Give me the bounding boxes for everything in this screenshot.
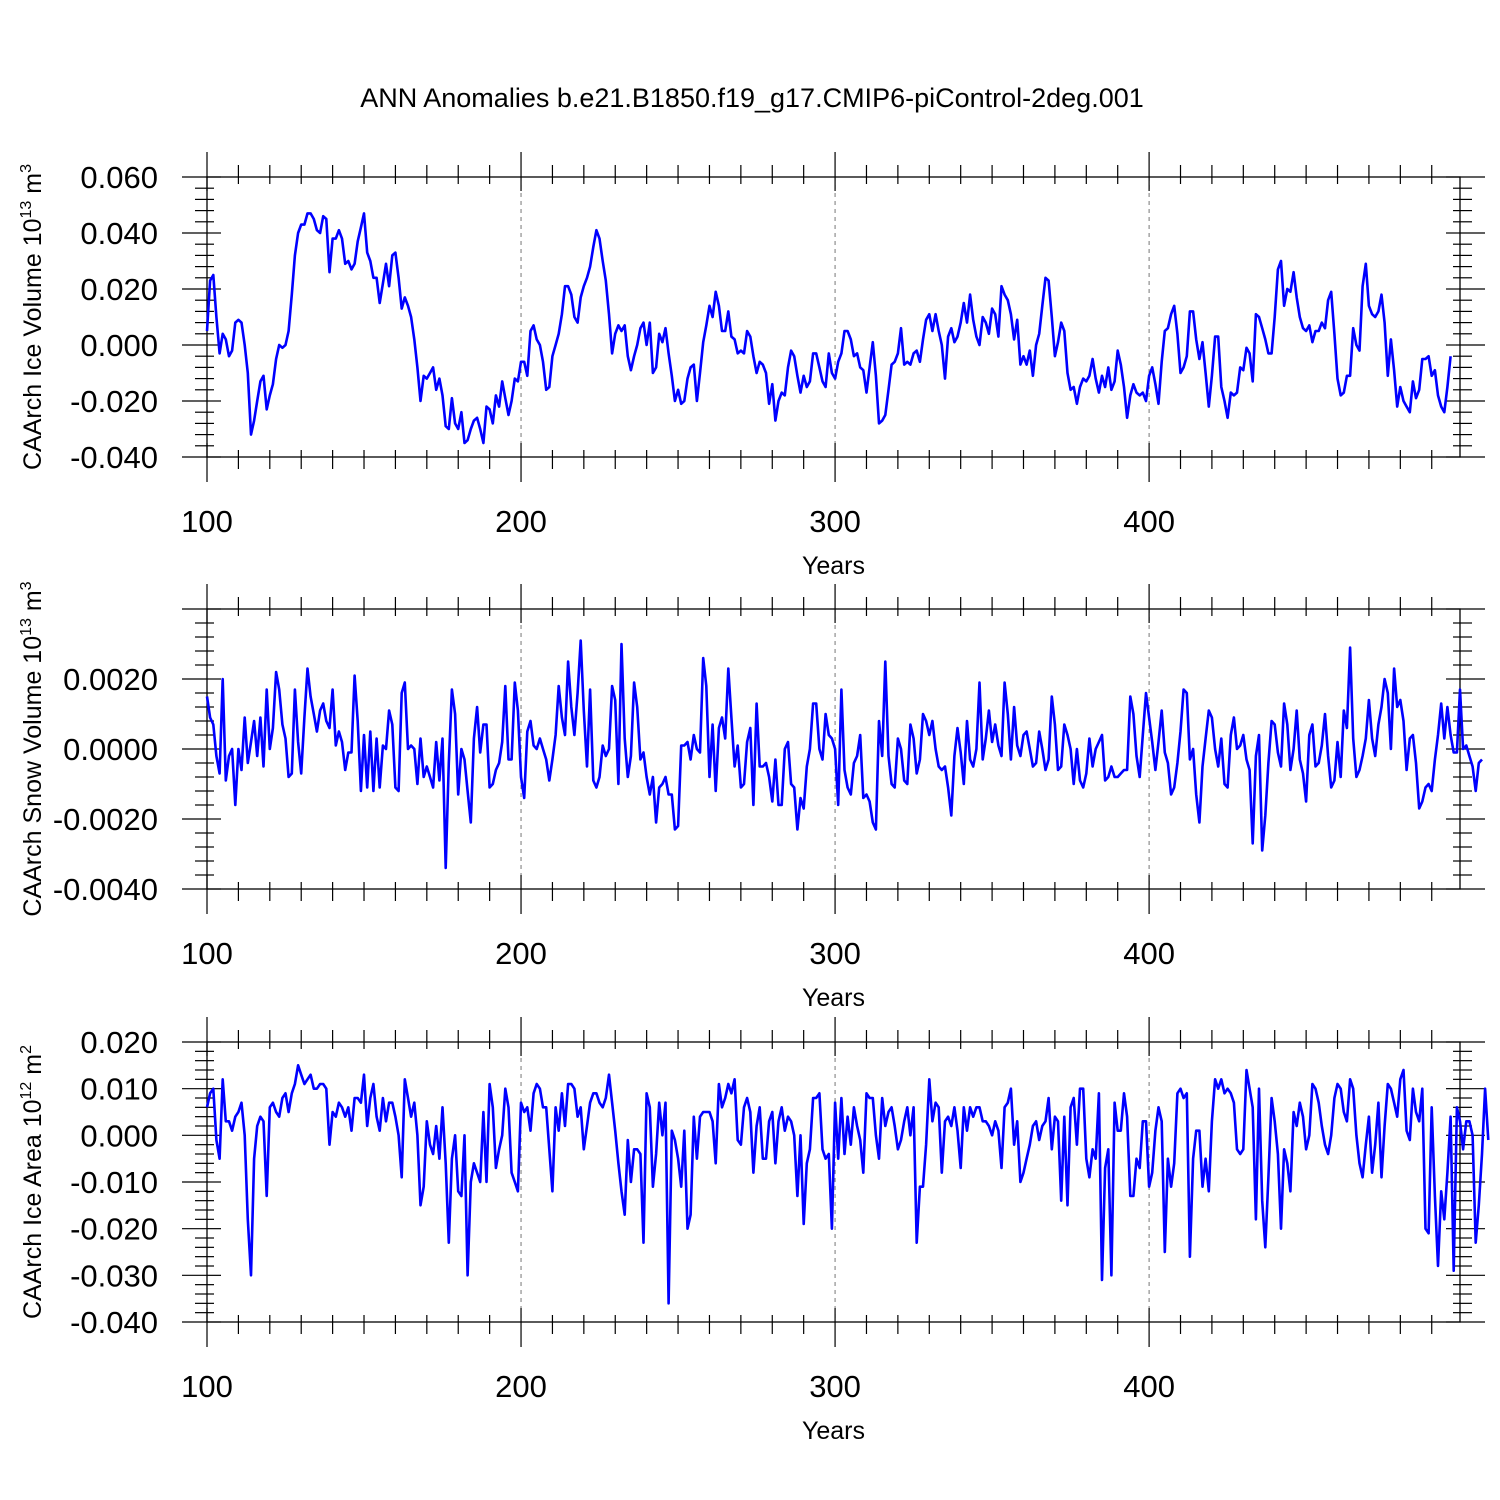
x-tick-label: 200: [495, 936, 547, 971]
y-tick-label: 0.010: [80, 1072, 158, 1107]
x-tick-label: 400: [1123, 504, 1175, 539]
chart-panel-2: -0.0040 -0.0020 0.0000 0.0020 100 200 300 400 Ye…: [18, 581, 1485, 1012]
y-tick-label: -0.040: [70, 1305, 158, 1340]
series-line: [205, 1064, 1490, 1305]
y-tick-label: -0.020: [70, 384, 158, 419]
x-tick-label: 100: [181, 1369, 233, 1404]
chart-panel-3: -0.040 -0.030 -0.020 -0.010 0.000 0.010 0.020 1…: [18, 1017, 1490, 1445]
x-axis-label: Years: [802, 1417, 865, 1445]
y-axis-label: CAArch Ice Volume 1013 m3: [18, 164, 47, 470]
series-line: [205, 639, 1483, 870]
y-axis-label: CAArch Ice Area 1012 m2: [18, 1045, 47, 1319]
y-ticks: [182, 608, 1485, 890]
y-tick-label: -0.0020: [53, 802, 158, 837]
x-axis-label: Years: [802, 984, 865, 1012]
y-tick-label: 0.000: [80, 328, 158, 363]
y-ticks: [182, 176, 1485, 458]
x-tick-label: 300: [809, 1369, 861, 1404]
x-tick-label: 200: [495, 1369, 547, 1404]
plot-frame: [206, 608, 1461, 890]
y-tick-label: 0.000: [80, 1118, 158, 1153]
plot-frame: [206, 176, 1461, 458]
plot-frame: [206, 1041, 1461, 1323]
y-tick-label: 0.060: [80, 160, 158, 195]
x-ticks: [206, 584, 1433, 914]
x-axis-label: Years: [802, 552, 865, 580]
y-tick-label: 0.020: [80, 1025, 158, 1060]
x-tick-label: 300: [809, 504, 861, 539]
chart-title: ANN Anomalies b.e21.B1850.f19_g17.CMIP6-…: [360, 83, 1144, 113]
x-ticks: [206, 1017, 1433, 1347]
x-tick-label: 300: [809, 936, 861, 971]
chart-panel-1: -0.040 -0.020 0.000 0.020 0.040 0.060 100 200 30…: [18, 152, 1485, 580]
y-tick-label: -0.0040: [53, 872, 158, 907]
y-tick-label: 0.020: [80, 272, 158, 307]
y-tick-label: -0.030: [70, 1258, 158, 1293]
y-tick-label: 0.040: [80, 216, 158, 251]
y-tick-label: 0.0000: [63, 732, 158, 767]
y-tick-label: -0.040: [70, 440, 158, 475]
series-line: [205, 212, 1452, 445]
x-tick-label: 400: [1123, 1369, 1175, 1404]
y-tick-label: -0.020: [70, 1212, 158, 1247]
x-tick-label: 100: [181, 504, 233, 539]
y-tick-label: 0.0020: [63, 662, 158, 697]
x-ticks: [206, 152, 1433, 482]
x-tick-label: 400: [1123, 936, 1175, 971]
y-tick-label: -0.010: [70, 1165, 158, 1200]
y-axis-label: CAArch Snow Volume 1013 m3: [18, 581, 47, 916]
x-tick-label: 100: [181, 936, 233, 971]
x-tick-label: 200: [495, 504, 547, 539]
